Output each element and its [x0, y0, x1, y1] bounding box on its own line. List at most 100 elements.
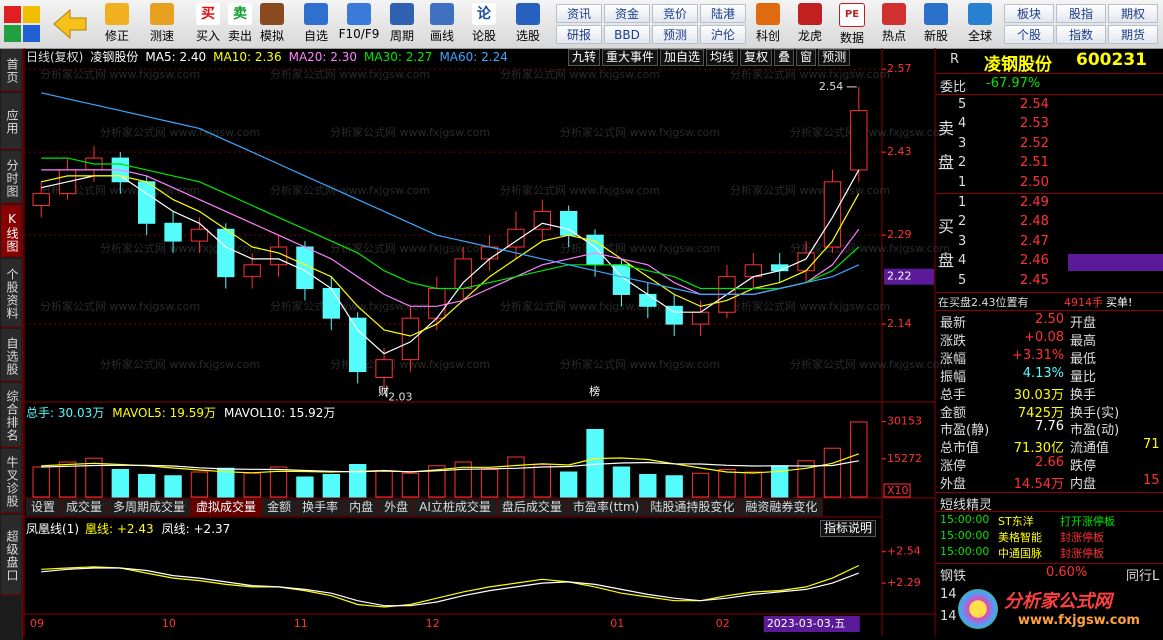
- toolbar-link[interactable]: 板块: [1004, 4, 1054, 23]
- toolbar-link[interactable]: 期货: [1108, 25, 1158, 44]
- indicator-tab[interactable]: 陆股通持股变化: [645, 499, 741, 516]
- book-level: 1: [958, 195, 967, 210]
- side-tab[interactable]: 超级盘口: [1, 515, 21, 595]
- chart-button[interactable]: 复权: [740, 49, 773, 66]
- divider: [936, 563, 1163, 564]
- legend-entry: MAVOL10: 15.92万: [224, 406, 336, 420]
- indicator-tab[interactable]: 虚拟成交量: [191, 499, 263, 516]
- side-tab[interactable]: 首页: [1, 49, 21, 91]
- volume-bar: [322, 474, 340, 498]
- side-tab[interactable]: 个股资料: [1, 259, 21, 327]
- stat-label: 市盈(动): [1070, 423, 1120, 439]
- watermark: 分析家公式网 www.fxjgsw.com: [730, 67, 890, 81]
- indicator-tab[interactable]: 换手率: [297, 499, 345, 516]
- chart-button[interactable]: 均线: [706, 49, 739, 66]
- toolbar-link[interactable]: 竞价: [652, 4, 698, 23]
- indicator-tab[interactable]: 市盈率(ttm): [567, 499, 646, 516]
- toolbar-button[interactable]: 周期: [382, 2, 422, 46]
- watermark: 分析家公式网 www.fxjgsw.com: [100, 357, 260, 371]
- indicator-tab[interactable]: 设置: [26, 499, 62, 516]
- toolbar-button[interactable]: 新股: [916, 2, 956, 46]
- toolbar-button[interactable]: 热点: [874, 2, 914, 46]
- toolbar-link[interactable]: 指数: [1056, 25, 1106, 44]
- indicator-tab[interactable]: 多周期成交量: [108, 499, 192, 516]
- toolbar-link[interactable]: 研报: [556, 25, 602, 44]
- toolbar-button[interactable]: 测速: [140, 2, 184, 46]
- toolbar-button[interactable]: 买买入: [192, 2, 224, 46]
- indicator-help[interactable]: 指标说明: [820, 520, 877, 537]
- divider: [936, 292, 1163, 293]
- side-tab[interactable]: 自选股: [1, 329, 21, 381]
- volume-bar: [586, 429, 604, 498]
- book-char: 卖: [938, 119, 955, 138]
- toolbar-icon: [924, 3, 948, 25]
- indicator-tab[interactable]: 外盘: [379, 499, 415, 516]
- chart-button[interactable]: 窗: [796, 49, 817, 66]
- stat-value: 2.66: [1035, 455, 1064, 471]
- chart-button[interactable]: 加自选: [660, 49, 705, 66]
- toolbar-button[interactable]: 选股: [506, 2, 550, 46]
- stat-label: 换手: [1070, 387, 1097, 403]
- y-tick-label: +2.29: [887, 576, 921, 589]
- toolbar-button[interactable]: 修正: [95, 2, 139, 46]
- toolbar: 修正 测速买买入卖卖出 模拟 自选 F10/F9 周期 画线论论股 选股 资讯 资金 竞价 陆港研报 B…: [0, 0, 1163, 49]
- toolbar-button[interactable]: F10/F9: [336, 2, 382, 46]
- indicator-tab[interactable]: 融资融券变化: [740, 499, 824, 516]
- y-tick-label: 30153: [887, 415, 922, 428]
- toolbar-button[interactable]: 科创: [748, 2, 788, 46]
- event-marker: 财: [378, 384, 389, 398]
- chart-button[interactable]: 九转: [568, 49, 601, 66]
- toolbar-link[interactable]: BBD: [604, 25, 650, 44]
- toolbar-icon: 卖: [228, 3, 252, 25]
- row-stub: 14: [940, 609, 957, 624]
- chart-button[interactable]: 预测: [818, 49, 851, 66]
- toolbar-link[interactable]: 预测: [652, 25, 698, 44]
- side-tab[interactable]: 综合排名: [1, 383, 21, 447]
- toolbar-link[interactable]: 个股: [1004, 25, 1054, 44]
- notice-tail: 买单!: [1106, 296, 1133, 309]
- indicator-tab[interactable]: 内盘: [344, 499, 380, 516]
- elf-time: 15:00:00: [940, 529, 990, 542]
- indicator-tab[interactable]: AI立桩成交量: [414, 499, 497, 516]
- cursor-price-box: [884, 268, 934, 285]
- toolbar-link[interactable]: 期权: [1108, 4, 1158, 23]
- watermark: 分析家公式网 www.fxjgsw.com: [560, 125, 720, 139]
- toolbar-link[interactable]: 资讯: [556, 4, 602, 23]
- indicator-tab[interactable]: 金额: [262, 499, 298, 516]
- volume-bar: [823, 447, 842, 498]
- toolbar-label: 科创: [755, 29, 780, 43]
- stat-label: 内盘: [1070, 477, 1097, 493]
- toolbar-button[interactable]: 自选: [296, 2, 336, 46]
- toolbar-button[interactable]: PE 数据: [832, 2, 872, 46]
- app-logo[interactable]: [4, 6, 40, 42]
- chart-button[interactable]: 重大事件: [602, 49, 659, 66]
- back-button[interactable]: [50, 4, 90, 44]
- toolbar-link[interactable]: 资金: [604, 4, 650, 23]
- toolbar-link[interactable]: 陆港: [700, 4, 746, 23]
- chart-button[interactable]: 叠: [774, 49, 795, 66]
- toolbar-button[interactable]: 模拟: [256, 2, 288, 46]
- side-tab[interactable]: K线图: [1, 205, 21, 257]
- toolbar-icon: [347, 3, 371, 25]
- divider: [936, 94, 1163, 95]
- indicator-tab[interactable]: 成交量: [61, 499, 109, 516]
- toolbar-link[interactable]: 沪伦: [700, 25, 746, 44]
- side-tab[interactable]: 牛叉诊股: [1, 449, 21, 513]
- toolbar-button[interactable]: 龙虎: [790, 2, 830, 46]
- book-price: 2.46: [1020, 253, 1049, 269]
- toolbar-button[interactable]: 画线: [422, 2, 462, 46]
- stat-value: 15: [1143, 473, 1160, 489]
- toolbar-button[interactable]: 全球: [960, 2, 1000, 46]
- indicator-tab[interactable]: 盘后成交量: [496, 499, 568, 516]
- toolbar-icon: [105, 3, 129, 25]
- watermark: 分析家公式网 www.fxjgsw.com: [500, 67, 660, 81]
- stat-label: 涨幅: [940, 351, 967, 367]
- toolbar-button[interactable]: 论论股: [464, 2, 504, 46]
- toolbar-button[interactable]: 卖卖出: [224, 2, 256, 46]
- toolbar-link[interactable]: 股指: [1056, 4, 1106, 23]
- side-tab[interactable]: 分时图: [1, 151, 21, 203]
- side-tab[interactable]: 应用: [1, 93, 21, 149]
- logo-text: 分析家公式网: [1004, 591, 1112, 612]
- site-logo: 分析家公式网 www.fxjgsw.com: [958, 583, 1163, 637]
